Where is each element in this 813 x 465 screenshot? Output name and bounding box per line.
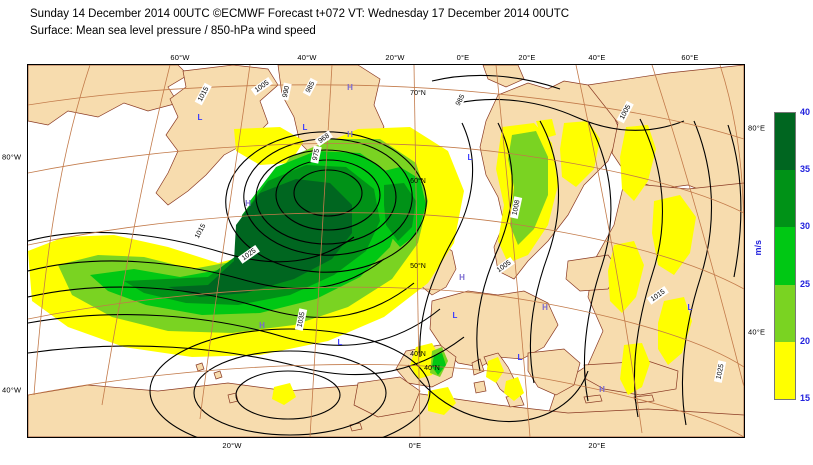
high-pressure-marker-3: H (245, 199, 251, 208)
colorbar-tick-30: 30 (800, 221, 811, 232)
colorbar-tick-20: 20 (800, 335, 811, 346)
svg-text:985: 985 (455, 93, 467, 107)
colorbar-band-20-25 (775, 284, 795, 342)
svg-text:1035: 1035 (296, 311, 306, 328)
isobar-label-985-3: 985 (302, 77, 318, 97)
lat-label-70-N: 70°N (410, 89, 426, 97)
axis-tick-top-0-E: 0°E (456, 53, 470, 62)
axis-tick-top-60-W: 60°W (170, 53, 190, 62)
isobar-label-1025-14: 1025 (713, 360, 727, 383)
chart-title-block: Sunday 14 December 2014 00UTC ©ECMWF For… (30, 6, 770, 40)
axis-tick-bottom-20-E: 20°E (588, 441, 606, 450)
wind-band-35-40 (168, 179, 352, 297)
axis-tick-top-60-E: 60°E (681, 53, 699, 62)
pressure-centre-markers: L H L H H L H L H L L H H L (198, 83, 693, 394)
axis-tick-right-40-E: 40°E (748, 327, 766, 337)
svg-text:1025: 1025 (715, 363, 725, 380)
colorbar-tick-40: 40 (800, 107, 811, 117)
graticule (28, 65, 744, 437)
low-pressure-marker-10: L (688, 303, 693, 312)
colorbar-band-25-30 (775, 227, 795, 285)
axis-tick-left-40-W: 40°W (2, 385, 22, 395)
low-pressure-marker-2: L (198, 113, 203, 122)
low-pressure-marker-9: L (518, 353, 523, 362)
low-pressure-marker-7: L (453, 311, 458, 320)
svg-text:1008: 1008 (511, 199, 521, 216)
title-line-1: Sunday 14 December 2014 00UTC ©ECMWF For… (30, 8, 570, 20)
axis-tick-bottom-0-E: 0°E (408, 441, 422, 450)
axis-tick-right-80-E: 80°E (748, 123, 766, 133)
axis-tick-top-20-E: 20°E (518, 53, 536, 62)
lat-label-40-N: 40°N (410, 350, 426, 358)
high-pressure-marker-4: H (259, 321, 265, 330)
colorbar-band-35-40 (775, 113, 795, 171)
colorbar-tick-15: 15 (800, 393, 811, 403)
isobar-label-1008-11: 1008 (509, 196, 523, 219)
colorbar-tick-25: 25 (800, 278, 811, 289)
isobar-label-1035-8: 1035 (294, 308, 308, 331)
axis-tick-bottom-20-W: 20°W (222, 441, 242, 450)
colorbar-units-label: m/s (753, 240, 763, 256)
svg-text:975: 975 (312, 148, 321, 161)
low-pressure-marker-0: L (303, 123, 308, 132)
lat-label-40-N: 40°N (424, 364, 440, 372)
axis-tick-top-40-W: 40°W (297, 53, 317, 62)
lat-label-60-N: 60°N (410, 177, 426, 185)
low-pressure-marker-5: L (338, 338, 343, 347)
svg-text:985: 985 (305, 80, 317, 94)
colorbar-tick-35: 35 (800, 164, 811, 175)
title-line-2: Surface: Mean sea level pressure / 850-h… (30, 25, 316, 37)
axis-tick-top-40-E: 40°E (588, 53, 606, 62)
low-pressure-marker-13: L (468, 153, 473, 162)
colorbar-band-30-35 (775, 170, 795, 228)
colorbar-band-15-20 (775, 341, 795, 399)
high-pressure-marker-8: H (542, 303, 548, 312)
high-pressure-marker-12: H (347, 83, 353, 92)
isobar-label-975-5: 975 (310, 145, 322, 164)
axis-tick-top-20-W: 20°W (385, 53, 405, 62)
high-pressure-marker-1: H (347, 130, 353, 139)
svg-text:990: 990 (282, 85, 291, 98)
high-pressure-marker-11: H (599, 385, 605, 394)
isobar-label-985-9: 985 (452, 90, 468, 110)
interior-lat-labels: 70°N 60°N 50°N 40°N 40°N (410, 89, 440, 372)
wind-speed-colorbar (774, 112, 796, 400)
axis-tick-left-80-W: 80°W (2, 152, 22, 162)
isobar-label-990-2: 990 (280, 82, 292, 101)
high-pressure-marker-6: H (459, 273, 465, 282)
lat-label-50-N: 50°N (410, 262, 426, 270)
